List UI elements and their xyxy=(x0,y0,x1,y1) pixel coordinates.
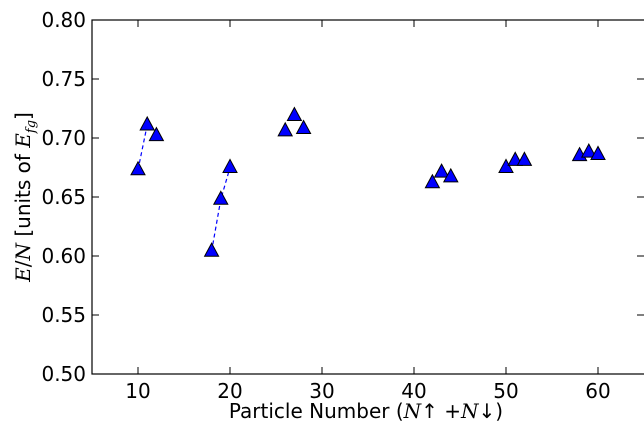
data-points xyxy=(130,106,606,257)
data-point xyxy=(148,126,165,142)
y-tick-label: 0.80 xyxy=(41,8,86,32)
data-point xyxy=(139,115,156,131)
y-tick-label: 0.50 xyxy=(41,362,86,386)
data-point xyxy=(424,173,441,189)
y-tick-label: 0.60 xyxy=(41,244,86,268)
x-tick-label: 50 xyxy=(493,379,518,403)
dashed-connectors xyxy=(137,124,231,252)
data-point xyxy=(277,121,294,137)
y-tick-label: 0.70 xyxy=(41,126,86,150)
dashed-connector xyxy=(137,124,148,170)
x-tick-label: 20 xyxy=(217,379,242,403)
x-tick-label: 60 xyxy=(585,379,610,403)
data-point xyxy=(286,106,303,122)
y-axis-label: E/N [units of Efg] xyxy=(11,112,39,283)
dashed-connector xyxy=(211,167,231,252)
x-axis-label: Particle Number (N↑ +N↓) xyxy=(229,399,503,423)
axes xyxy=(91,19,644,375)
y-tick-label: 0.55 xyxy=(41,303,86,327)
data-point xyxy=(203,242,220,257)
y-tick-label: 0.65 xyxy=(41,185,86,209)
x-tick-label: 10 xyxy=(125,379,150,403)
y-tick-label: 0.75 xyxy=(41,67,86,91)
data-point xyxy=(516,151,533,166)
x-tick-label: 30 xyxy=(309,379,334,403)
data-point xyxy=(442,167,459,183)
data-point xyxy=(580,143,597,158)
data-point xyxy=(212,190,229,205)
x-tick-label: 40 xyxy=(401,379,426,403)
data-point xyxy=(130,160,146,176)
data-point xyxy=(295,119,312,134)
data-point xyxy=(590,145,606,160)
data-point xyxy=(498,158,514,173)
data-point xyxy=(222,158,238,173)
tick-labels: 10 20 30 40 50 60 0.50 0.55 0.60 0.65 0.70 0.75 0.80 xyxy=(41,8,610,403)
plot-frame xyxy=(91,19,644,375)
data-point xyxy=(433,163,450,178)
